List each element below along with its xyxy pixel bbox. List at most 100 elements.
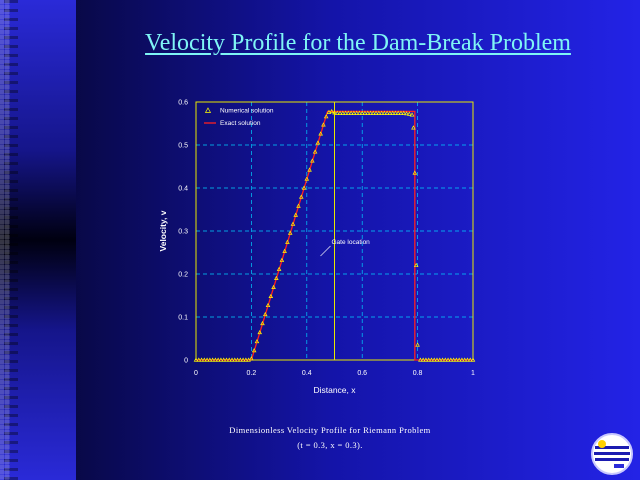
y-tick-label: 0.6: [178, 100, 188, 107]
numerical-solution-marker: [215, 357, 221, 362]
y-tick-label: 0: [184, 358, 188, 365]
numerical-solution-marker: [431, 357, 437, 362]
numerical-solution-marker: [232, 357, 238, 362]
x-tick-label: 1: [471, 370, 475, 377]
numerical-solution-marker: [290, 221, 296, 226]
numerical-solution-marker: [426, 357, 431, 362]
x-axis-label: Distance, x: [313, 385, 356, 395]
numerical-solution-marker: [429, 357, 434, 362]
numerical-solution-marker: [196, 357, 202, 362]
numerical-solution-marker: [274, 275, 279, 280]
numerical-solution-marker: [262, 311, 268, 317]
numerical-solution-marker: [456, 357, 462, 362]
numerical-solution-marker: [346, 110, 351, 115]
legend-label-exact: Exact solution: [220, 120, 261, 127]
numerical-solution-marker: [268, 293, 274, 299]
numerical-solution-marker: [260, 320, 265, 326]
numerical-solution-marker: [276, 266, 282, 271]
numerical-solution-marker: [382, 110, 387, 115]
numerical-solution-marker: [323, 114, 329, 119]
numerical-solution-marker: [437, 357, 443, 362]
numerical-solution-marker: [440, 357, 445, 362]
numerical-solution-marker: [229, 357, 235, 362]
numerical-solution-marker: [462, 357, 467, 362]
y-tick-label: 0.3: [178, 229, 188, 236]
numerical-solution-marker: [406, 111, 412, 116]
numerical-solution-marker: [326, 109, 332, 114]
numerical-solution-marker: [343, 110, 348, 115]
numerical-solution-marker: [448, 357, 454, 362]
numerical-solution-marker: [315, 140, 321, 145]
gate-annotation-label: Gate location: [332, 239, 371, 246]
y-tick-label: 0.2: [178, 272, 188, 279]
caption-line-1: Dimensionless Velocity Profile for Riema…: [229, 425, 431, 435]
numerical-solution-marker: [334, 110, 340, 115]
x-tick-label: 0.8: [413, 370, 423, 377]
numerical-solution-marker: [243, 357, 249, 362]
numerical-solution-marker: [251, 348, 257, 353]
numerical-solution-marker: [387, 110, 393, 115]
numerical-solution-marker: [379, 110, 384, 115]
numerical-solution-marker: [213, 357, 218, 362]
numerical-solution-marker: [423, 357, 429, 362]
numerical-solution-marker: [390, 110, 395, 115]
numerical-solution-marker: [351, 110, 357, 115]
x-tick-label: 0.6: [357, 370, 367, 377]
numerical-solution-marker: [398, 110, 404, 115]
numerical-solution-marker: [365, 110, 371, 115]
numerical-solution-marker: [254, 338, 260, 344]
numerical-solution-marker: [249, 356, 254, 361]
numerical-solution-marker: [304, 176, 310, 181]
numerical-solution-marker: [271, 284, 276, 289]
numerical-solution-marker: [470, 357, 476, 362]
y-axis-label: Velocity, v: [158, 210, 168, 251]
numerical-solution-marker: [257, 329, 263, 335]
numerical-solution-marker: [359, 110, 365, 115]
numerical-solution-marker: [454, 357, 459, 362]
numerical-solution-marker: [265, 302, 271, 308]
numerical-solution-marker: [224, 357, 229, 362]
numerical-solution-marker: [373, 110, 379, 115]
legend-marker-numerical: [204, 107, 212, 113]
y-tick-label: 0.4: [178, 186, 188, 193]
numerical-solution-marker: [279, 257, 285, 262]
numerical-solution-marker: [226, 357, 232, 362]
numerical-solution-marker: [376, 110, 382, 115]
numerical-solution-marker: [298, 194, 304, 199]
slide-title: Velocity Profile for the Dam-Break Probl…: [145, 30, 571, 56]
numerical-solution-marker: [434, 357, 440, 362]
numerical-solution-marker: [210, 357, 215, 362]
numerical-solution-marker: [329, 108, 335, 114]
x-tick-label: 0.2: [247, 370, 257, 377]
numerical-solution-marker: [412, 170, 418, 175]
numerical-solution-marker: [404, 111, 409, 116]
numerical-solution-marker: [370, 110, 376, 115]
caption-line-2: (t = 0.3, x = 0.3).: [297, 440, 363, 450]
numerical-solution-marker: [287, 230, 293, 235]
university-logo-icon: [591, 433, 633, 475]
numerical-solution-marker: [401, 110, 407, 115]
numerical-solution-marker: [465, 357, 470, 362]
numerical-solution-marker: [340, 110, 346, 115]
gate-annotation-pointer: [320, 245, 331, 257]
numerical-solution-marker: [318, 131, 323, 136]
numerical-solution-marker: [312, 149, 318, 154]
numerical-solution-marker: [332, 110, 337, 115]
numerical-solution-marker: [235, 357, 240, 362]
strip-pattern: [4, 0, 18, 480]
numerical-solution-marker: [218, 357, 224, 362]
numerical-solution-marker: [451, 357, 456, 362]
y-tick-label: 0.5: [178, 143, 188, 150]
numerical-solution-marker: [321, 122, 326, 127]
numerical-solution-marker: [354, 110, 359, 115]
numerical-solution-marker: [459, 357, 465, 362]
legend-label-numerical: Numerical solution: [220, 108, 274, 115]
numerical-solution-marker: [357, 110, 362, 115]
numerical-solution-marker: [395, 110, 401, 115]
numerical-solution-marker: [293, 212, 299, 217]
numerical-solution-marker: [193, 357, 199, 362]
numerical-solution-marker: [282, 248, 287, 253]
numerical-solution-marker: [445, 357, 451, 362]
numerical-solution-marker: [296, 203, 301, 208]
